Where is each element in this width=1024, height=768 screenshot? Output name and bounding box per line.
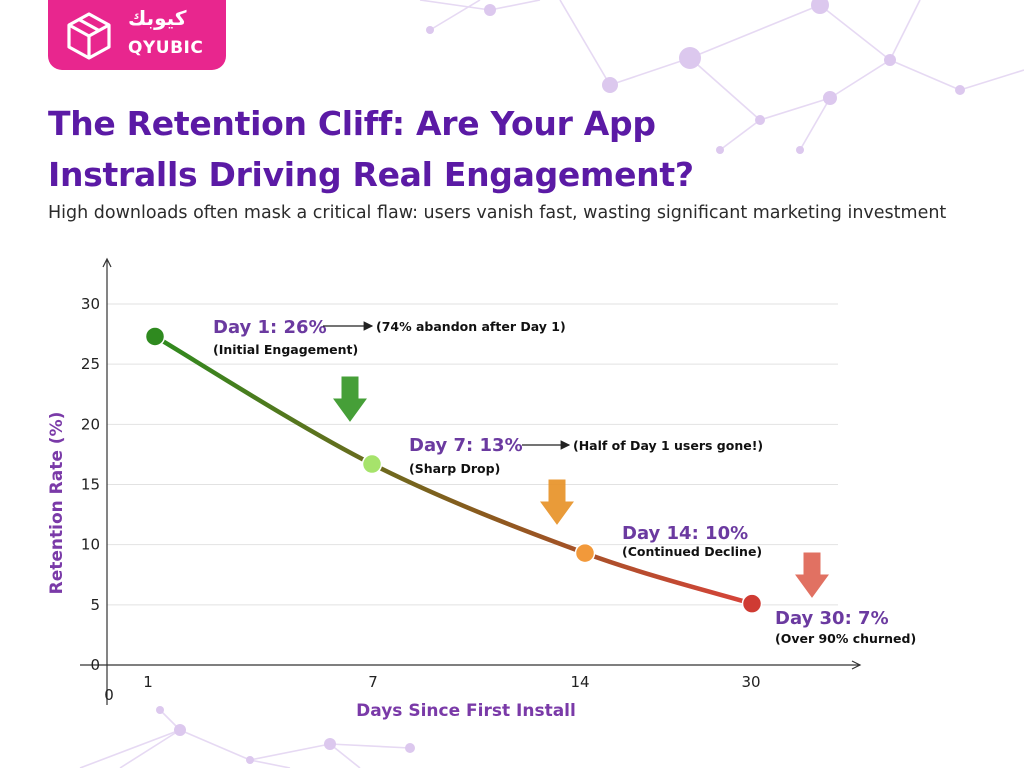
y-tick-label: 20: [81, 415, 100, 433]
callout-day-7: (Half of Day 1 users gone!): [573, 438, 763, 453]
data-point-day-1[interactable]: [144, 326, 166, 347]
x-axis-arrow-icon: [851, 660, 862, 670]
retention-line-chart: 0 5 10 15 20 25 30 1 7 14 30 0 Day 1: 26% (Initial…: [47, 257, 916, 721]
y-axis-arrow-icon: [102, 257, 112, 268]
data-point-day-30[interactable]: [741, 593, 763, 614]
data-note-day-14: (Continued Decline): [622, 544, 762, 559]
y-tick-label: 10: [81, 536, 100, 554]
data-label-day-7: Day 7: 13%: [409, 435, 523, 456]
data-point-day-14[interactable]: [574, 542, 596, 564]
retention-series-line: [152, 334, 755, 606]
data-point-day-7[interactable]: [361, 453, 383, 475]
cube-logo-icon: [67, 12, 111, 60]
y-tick-label: 0: [90, 656, 100, 674]
data-label-day-1: Day 1: 26%: [213, 317, 327, 338]
brand-name: QYUBIC: [128, 38, 204, 58]
x-origin-label: 0: [104, 686, 114, 704]
page-subtitle: High downloads often mask a critical fla…: [48, 203, 947, 223]
down-arrow-icon: [333, 376, 367, 422]
y-tick-label: 25: [81, 355, 100, 373]
page-title: The Retention Cliff: Are Your App Instra…: [48, 104, 694, 194]
y-tick-label: 15: [81, 476, 100, 494]
x-tick-label: 7: [368, 673, 378, 691]
down-arrow-icon: [795, 552, 829, 598]
horizontal-gridlines: [107, 303, 838, 606]
down-arrow-icon: [540, 479, 574, 525]
x-tick-label: 30: [741, 673, 760, 691]
x-axis-title: Days Since First Install: [356, 701, 576, 721]
x-tick-label: 14: [570, 673, 589, 691]
data-note-day-7: (Sharp Drop): [409, 461, 500, 476]
y-tick-label: 30: [81, 295, 100, 313]
brand-logo-box[interactable]: كيوبك QYUBIC: [48, 0, 226, 70]
data-label-day-30: Day 30: 7%: [775, 608, 889, 629]
y-axis-title: Retention Rate (%): [47, 412, 67, 595]
data-label-day-14: Day 14: 10%: [622, 523, 748, 544]
callout-day-1: (74% abandon after Day 1): [376, 319, 566, 334]
data-note-day-30: (Over 90% churned): [775, 631, 916, 646]
brand-name-arabic: كيوبك: [128, 6, 187, 30]
data-note-day-1: (Initial Engagement): [213, 342, 358, 357]
x-tick-label: 1: [143, 673, 153, 691]
y-tick-label: 5: [90, 596, 100, 614]
